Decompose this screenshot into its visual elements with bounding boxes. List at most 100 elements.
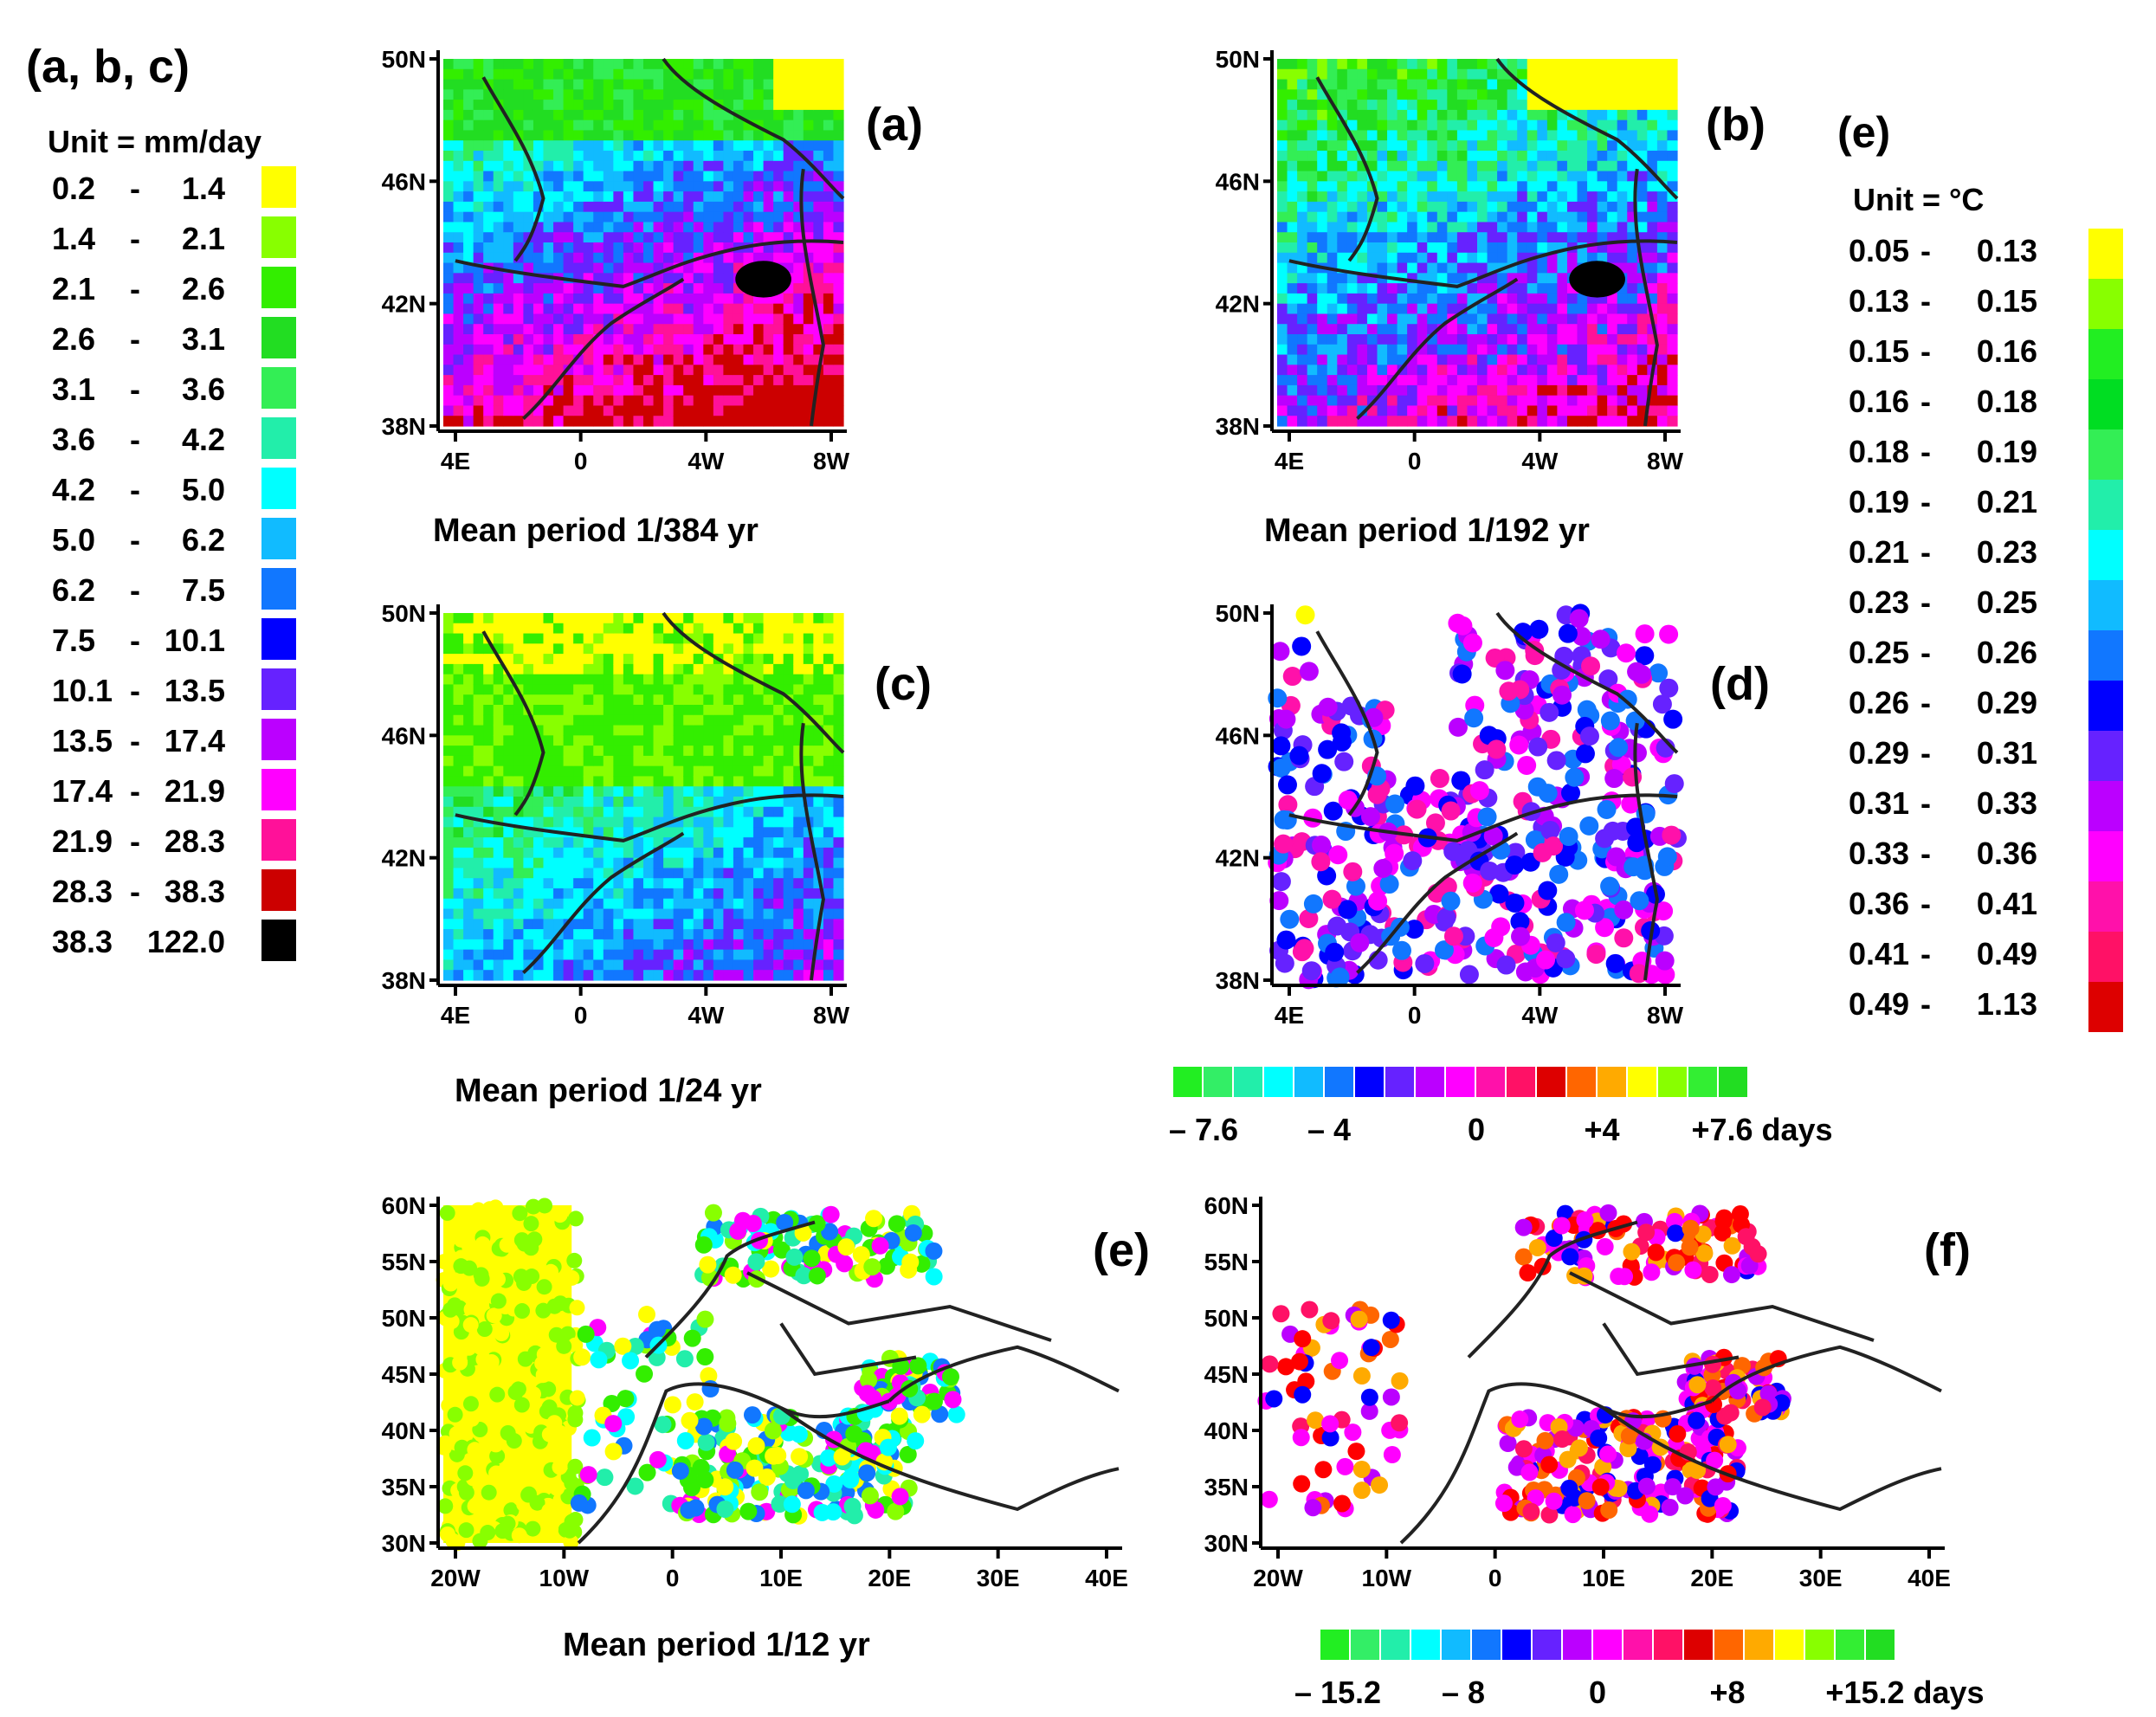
map-cell — [1277, 252, 1288, 264]
map-cell — [523, 643, 534, 655]
map-cell — [1297, 222, 1308, 233]
map-cell — [593, 273, 604, 284]
map-cell — [1647, 273, 1658, 284]
map-cell — [1636, 140, 1648, 152]
map-cell — [1377, 100, 1388, 111]
map-cell — [593, 384, 604, 397]
map-cell — [483, 746, 494, 757]
map-cell — [1287, 273, 1298, 284]
map-cell — [1317, 151, 1328, 162]
map-cell — [503, 334, 514, 345]
map-cell — [793, 970, 804, 981]
map-cell — [1477, 354, 1488, 365]
map-cell — [1566, 201, 1578, 213]
map-cell — [1546, 313, 1558, 325]
map-cell — [1357, 89, 1368, 100]
map-cell — [633, 405, 644, 416]
map-cell — [503, 416, 514, 427]
map-cell — [453, 633, 464, 644]
map-cell — [563, 303, 574, 315]
map-cell — [473, 868, 484, 879]
map-cell — [663, 919, 675, 930]
map-cell — [773, 674, 784, 686]
map-cell — [593, 684, 604, 695]
map-cell — [713, 375, 724, 386]
map-cell — [1497, 79, 1508, 90]
map-cell — [1456, 100, 1469, 111]
map-cell — [463, 786, 474, 797]
map-cell — [673, 119, 684, 132]
map-cell — [563, 160, 574, 172]
map-cell — [483, 806, 494, 818]
map-cell — [1537, 140, 1548, 152]
map-cell — [703, 623, 714, 635]
map-cell — [823, 384, 835, 397]
map-cell — [663, 324, 675, 335]
map-cell — [553, 181, 565, 192]
map-cell — [1337, 201, 1348, 213]
map-cell — [1577, 293, 1588, 305]
map-cell — [1387, 344, 1398, 356]
map-cell — [673, 674, 684, 686]
map-cell — [573, 313, 584, 325]
map-cell — [1277, 100, 1288, 111]
map-cell — [513, 119, 524, 132]
map-cell — [1327, 293, 1338, 305]
map-cell — [1447, 160, 1458, 172]
map-cell — [833, 776, 844, 787]
map-cell — [593, 303, 604, 315]
map-cell — [1427, 232, 1438, 243]
map-cell — [593, 100, 604, 111]
map-cell — [1566, 119, 1578, 132]
map-cell — [483, 365, 494, 376]
map-cell — [663, 888, 675, 900]
map-cell — [793, 293, 804, 305]
map-cell — [633, 384, 644, 397]
map-cell — [643, 68, 655, 81]
map-cell — [533, 365, 545, 376]
map-cell — [833, 970, 844, 981]
map-cell — [543, 919, 554, 930]
map-cell — [1307, 191, 1318, 203]
map-cell — [1397, 160, 1408, 172]
map-cell — [1357, 354, 1368, 365]
map-cell — [823, 643, 835, 655]
map-cell — [1447, 334, 1458, 345]
map-cell — [773, 151, 784, 162]
map-cell — [773, 201, 784, 213]
map-cell — [1587, 395, 1598, 407]
map-cell — [693, 232, 704, 243]
map-cell — [523, 776, 534, 787]
map-cell — [663, 755, 675, 767]
map-cell — [1397, 191, 1408, 203]
map-cell — [1387, 324, 1398, 335]
map-cell — [633, 663, 644, 675]
map-cell — [1517, 262, 1528, 274]
map-cell — [793, 89, 804, 100]
map-cell — [833, 806, 844, 818]
map-cell — [823, 684, 835, 695]
map-cell — [1407, 283, 1418, 294]
map-cell — [1557, 384, 1568, 397]
map-cell — [583, 384, 594, 397]
map-cell — [1627, 334, 1638, 345]
map-cell — [813, 89, 824, 100]
map-cell — [1617, 242, 1628, 254]
map-cell — [763, 191, 774, 203]
station-dot — [1544, 836, 1564, 856]
map-cell — [1577, 151, 1588, 162]
map-cell — [783, 324, 794, 335]
map-cell — [1407, 395, 1418, 407]
map-cell — [1277, 405, 1288, 416]
map-cell — [1517, 100, 1528, 111]
map-cell — [673, 416, 684, 427]
map-cell — [463, 970, 474, 981]
left-legend-hi: 38.3 — [165, 874, 225, 909]
right-legend-hi: 0.36 — [1977, 836, 2037, 871]
map-cell — [753, 908, 765, 920]
map-cell — [833, 344, 844, 356]
map-cell — [1427, 68, 1438, 81]
map-cell — [1667, 59, 1678, 70]
map-cell — [783, 898, 794, 910]
map-cell — [1617, 160, 1628, 172]
